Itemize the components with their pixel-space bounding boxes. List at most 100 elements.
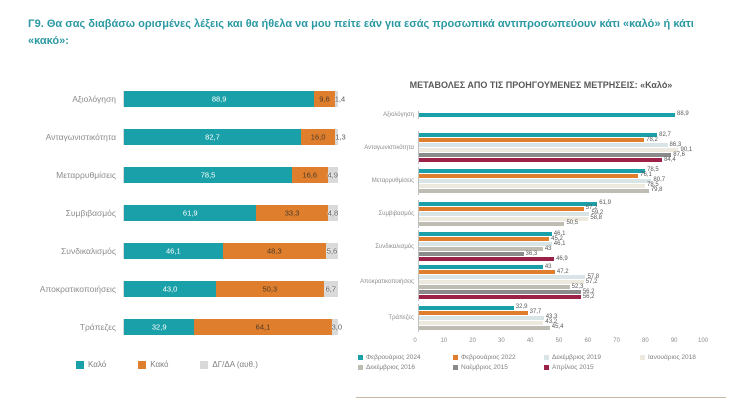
grouped-row: Μεταρρυθμίσεις 78,5 76,1 80,7 78,5 79,8 <box>352 164 730 197</box>
legend-swatch-icon <box>640 355 645 360</box>
bar-value-label: 56,2 <box>582 288 595 295</box>
series-bar <box>419 143 668 147</box>
series-bar <box>419 325 550 330</box>
grouped-chart-legend: Φεβρουάριος 2024 Φεβρουάριος 2022 Δεκέμβρι… <box>358 354 730 371</box>
bar-value-label: 47,2 <box>556 268 569 275</box>
legend-item: Κακό <box>138 360 168 369</box>
bar-value-label: 79,8 <box>650 187 663 193</box>
series-bar <box>419 280 584 284</box>
series-bar <box>419 290 581 294</box>
segment-value-label: 82,7 <box>205 132 220 142</box>
legend-label: ΔΓ/ΔΑ (αυθ.) <box>212 360 258 369</box>
bar-row: 52,3 <box>419 284 730 290</box>
x-axis-tick: 50 <box>555 338 563 344</box>
legend-item: ΔΓ/ΔΑ (αυθ.) <box>200 360 258 369</box>
segment-value-label: 64,1 <box>255 322 271 332</box>
bar-row: 46,1 <box>419 240 730 247</box>
bar-value-label: 43,3 <box>545 314 558 320</box>
legend-swatch-icon <box>544 365 549 370</box>
changes-grouped-chart: ΜΕΤΑΒΟΛΕΣ ΑΠΟ ΤΙΣ ΠΡΟΗΓΟΥΜΕΝΕΣ ΜΕΤΡΗΣΕΙΣ… <box>352 80 730 398</box>
series-bar <box>419 270 555 274</box>
bar-value-label: 87,6 <box>673 151 685 158</box>
bar-value-label: 36,3 <box>525 250 538 257</box>
bar-row: 57,2 <box>419 205 730 211</box>
x-axis: 0 10 20 30 40 50 60 70 80 90 100 <box>413 336 730 348</box>
bar-value-label: 58,8 <box>590 215 603 221</box>
series-bar <box>419 320 544 325</box>
x-axis-tick: 80 <box>642 338 649 344</box>
series-bar <box>419 237 550 241</box>
legend-swatch-icon <box>544 355 549 360</box>
bar-row: 43,2 <box>419 319 730 325</box>
group-bars: 61,9 57,2 59,2 58,8 50,5 <box>418 199 730 228</box>
stacked-bar: 61,9 33,3 4,8 <box>123 205 338 221</box>
segment-value-label: 9,6 <box>319 94 330 104</box>
bar-segment: 3,0 <box>331 319 342 335</box>
bar-row: 37,7 <box>419 309 730 315</box>
category-label: Αποκρατικοποιήσεις <box>360 279 414 285</box>
segment-value-label: 1,3 <box>335 132 346 142</box>
category-label: Ανταγωνιστικότητα <box>364 144 414 151</box>
x-axis-tick: 30 <box>498 338 505 344</box>
stacked-row: Αποκρατικοποιήσεις 43,0 50,3 6,7 <box>16 270 352 308</box>
series-bar <box>419 133 658 137</box>
bar-segment: 64,1 <box>194 319 332 335</box>
question-title: Γ9. Θα σας διαβάσω ορισμένες λέξεις και … <box>28 18 694 48</box>
series-bar <box>419 305 514 310</box>
series-bar <box>419 211 590 216</box>
bar-value-label: 56,2 <box>582 293 595 300</box>
series-bar <box>419 168 646 173</box>
segment-value-label: 6,7 <box>325 284 337 294</box>
bar-segment: 9,6 <box>314 91 335 107</box>
stacked-row: Ανταγωνιστικότητα 82,7 16,0 1,3 <box>16 118 352 156</box>
category-label: Ανταγωνιστικότητα <box>45 132 116 142</box>
bar-value-label: 50,5 <box>566 220 579 226</box>
series-bar <box>419 252 524 256</box>
group-bars: 46,1 45,2 46,1 43 36,3 46,9 <box>418 230 730 263</box>
bar-segment: 88,9 <box>124 91 315 107</box>
bar-row: 32,9 <box>419 304 730 310</box>
bar-value-label: 46,1 <box>553 240 566 247</box>
stacked-row: Τράπεζες 32,9 64,1 3,0 <box>16 308 352 346</box>
bar-row: 43 <box>419 246 730 252</box>
category-label: Συμβιβασμός <box>378 210 414 217</box>
legend-label: Απρίλιος 2015 <box>552 364 594 371</box>
x-axis-tick: 40 <box>526 338 534 344</box>
legend-label: Κακό <box>150 360 169 369</box>
segment-value-label: 16,0 <box>310 132 326 142</box>
stacked-row: Συνδικαλισμός 46,1 48,3 5,6 <box>16 232 352 270</box>
legend-swatch-icon <box>200 360 209 369</box>
grouped-row: Αξιολόγηση 88,9 <box>352 98 730 131</box>
segment-value-label: 33,3 <box>284 208 300 218</box>
legend-swatch-icon <box>453 365 458 370</box>
series-bar <box>419 206 584 211</box>
segment-value-label: 3,0 <box>331 322 342 332</box>
series-bar <box>419 148 679 152</box>
bar-row: 36,3 <box>419 250 730 257</box>
legend-label: Δεκέμβριος 2016 <box>366 364 416 371</box>
stacked-chart-rows: Αξιολόγηση 88,9 9,6 1,4 Ανταγωνιστικότητα 82,… <box>16 80 352 346</box>
series-bar <box>419 265 543 269</box>
x-axis-tick: 0 <box>413 338 417 344</box>
right-chart-title: ΜΕΤΑΒΟΛΕΣ ΑΠΟ ΤΙΣ ΠΡΟΗΓΟΥΜΕΝΕΣ ΜΕΤΡΗΣΕΙΣ… <box>409 80 673 90</box>
x-axis-tick: 20 <box>469 338 476 344</box>
series-bar <box>419 221 565 226</box>
bar-value-label: 46,1 <box>553 230 566 237</box>
bar-row: 59,2 <box>419 210 730 216</box>
segment-value-label: 32,9 <box>151 322 167 332</box>
legend-item: Ιανουάριος 2018 <box>640 354 730 361</box>
segment-value-label: 61,9 <box>182 208 198 218</box>
bar-row: 43,3 <box>419 314 730 320</box>
segment-value-label: 16,6 <box>302 170 318 180</box>
segment-value-label: 50,3 <box>262 284 278 294</box>
x-axis-tick: 70 <box>613 338 620 344</box>
legend-label: Φεβρουάριος 2022 <box>461 354 516 361</box>
segment-value-label: 1,4 <box>334 94 346 104</box>
bar-value-label: 90,1 <box>680 146 693 153</box>
series-bar <box>419 188 649 193</box>
segment-value-label: 43,0 <box>162 284 178 294</box>
bar-segment: 4,9 <box>327 167 338 183</box>
segment-value-label: 4,9 <box>327 170 338 180</box>
legend-item: Απρίλιος 2015 <box>544 364 640 371</box>
series-bar <box>419 112 676 117</box>
